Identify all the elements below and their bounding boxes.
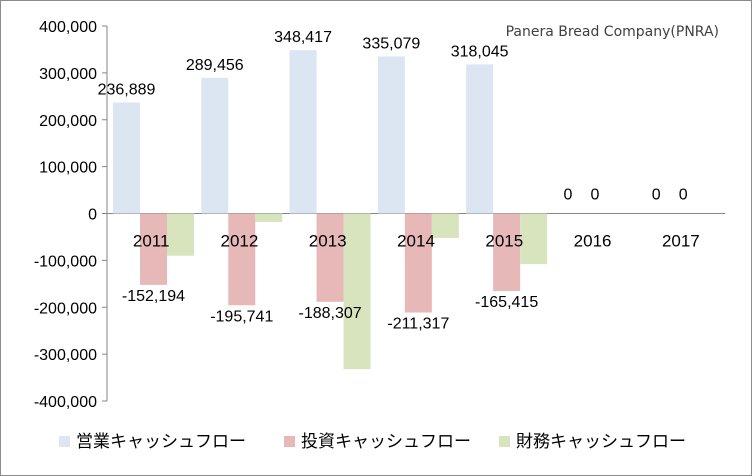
y-tick-label: 200,000 <box>39 113 97 130</box>
legend-label: 財務キャッシュフロー <box>516 432 686 452</box>
data-label: -211,317 <box>387 316 449 333</box>
legend-swatch <box>499 436 510 447</box>
y-tick-label: 400,000 <box>39 19 97 36</box>
data-label: 0 <box>679 187 688 204</box>
bar <box>431 213 459 238</box>
data-label: 335,079 <box>362 35 420 52</box>
data-labels: 236,889 289,456 348,417 335,079 318,045 0 0 -15… <box>98 29 688 332</box>
bar <box>140 213 167 285</box>
legend: 営業キャッシュフロー 投資キャッシュフロー 財務キャッシュフロー <box>59 432 686 452</box>
bar <box>466 64 494 214</box>
legend-swatch <box>59 436 70 447</box>
y-tick-label: 300,000 <box>39 66 97 83</box>
y-tick-label: -200,000 <box>34 300 97 317</box>
category-label: 2013 <box>309 232 347 251</box>
bar <box>228 213 256 306</box>
y-tick-label: -400,000 <box>34 394 97 411</box>
y-tick-label: -300,000 <box>34 347 97 364</box>
bar <box>343 213 371 370</box>
category-label: 2012 <box>221 232 259 251</box>
bar <box>289 50 317 214</box>
data-label: 236,889 <box>98 81 156 98</box>
bar <box>520 213 548 265</box>
y-tick-label: 0 <box>88 207 97 224</box>
data-label: 318,045 <box>451 43 509 60</box>
y-tick-label: -100,000 <box>34 253 97 270</box>
bar <box>167 213 194 256</box>
category-label: 2016 <box>574 232 612 251</box>
bar <box>493 213 521 292</box>
bar <box>377 56 405 214</box>
data-label: 348,417 <box>274 29 332 46</box>
bar <box>316 213 344 302</box>
legend-label: 営業キャッシュフロー <box>76 432 246 452</box>
y-axis: 400,000 300,000 200,000 100,000 0 -100,000 -20… <box>34 19 725 411</box>
bar <box>255 213 283 222</box>
legend-label: 投資キャッシュフロー <box>301 432 471 452</box>
company-annotation: Panera Bread Company(PNRA) <box>506 24 719 40</box>
category-label: 2015 <box>485 232 523 251</box>
data-label: 0 <box>652 187 661 204</box>
data-label: 289,456 <box>186 57 244 74</box>
data-label: -195,741 <box>210 308 273 325</box>
category-labels: 2011 2012 2013 2014 2015 2016 2017 <box>133 232 700 251</box>
bar <box>113 102 140 214</box>
data-label: 0 <box>590 187 599 204</box>
bars <box>113 50 548 370</box>
bar <box>404 213 432 313</box>
bar <box>201 77 229 214</box>
data-label: -188,307 <box>298 305 361 322</box>
category-label: 2011 <box>133 232 170 251</box>
legend-swatch <box>284 436 295 447</box>
category-label: 2017 <box>662 232 700 251</box>
category-label: 2014 <box>397 232 435 251</box>
data-label: 0 <box>563 187 572 204</box>
data-label: -152,194 <box>122 288 185 305</box>
data-label: -165,415 <box>475 294 538 311</box>
y-tick-label: 100,000 <box>39 160 97 177</box>
